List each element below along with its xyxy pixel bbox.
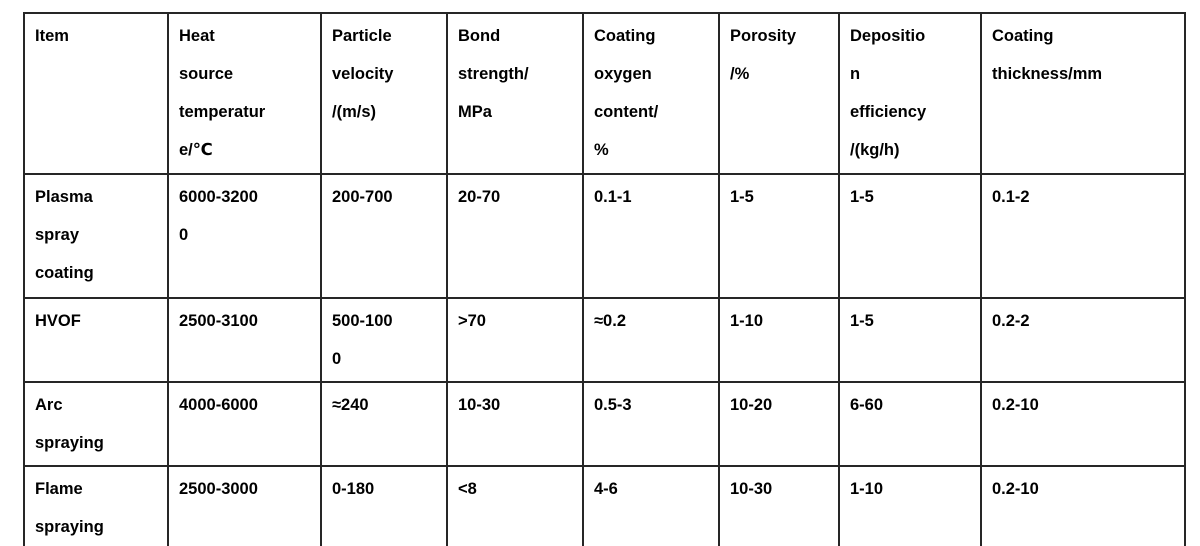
cell-deposition-efficiency: 1-5 (838, 297, 982, 383)
cell-coating-thickness: 0.2-10 (980, 465, 1186, 546)
cell-heat-source-temperature: 2500-3000 (167, 465, 322, 546)
cell-porosity: 1-10 (718, 297, 840, 383)
header-cell-heat-source-temperature: Heat source temperatur e/℃ (167, 12, 322, 175)
table-header-row: Item Heat source temperatur e/℃ Particle… (23, 12, 1186, 175)
cell-deposition-efficiency: 6-60 (838, 381, 982, 467)
cell-bond-strength: <8 (446, 465, 584, 546)
cell-coating-thickness: 0.1-2 (980, 173, 1186, 299)
cell-particle-velocity: 0-180 (320, 465, 448, 546)
cell-particle-velocity: 200-700 (320, 173, 448, 299)
cell-heat-source-temperature: 4000-6000 (167, 381, 322, 467)
cell-heat-source-temperature: 6000-3200 0 (167, 173, 322, 299)
cell-heat-source-temperature: 2500-3100 (167, 297, 322, 383)
cell-coating-thickness: 0.2-10 (980, 381, 1186, 467)
thermal-spray-comparison-table: Item Heat source temperatur e/℃ Particle… (23, 12, 1186, 546)
header-cell-coating-oxygen-content: Coating oxygen content/ % (582, 12, 720, 175)
cell-deposition-efficiency: 1-10 (838, 465, 982, 546)
header-cell-coating-thickness: Coating thickness/mm (980, 12, 1186, 175)
cell-particle-velocity: ≈240 (320, 381, 448, 467)
header-cell-particle-velocity: Particle velocity /(m/s) (320, 12, 448, 175)
header-cell-item: Item (23, 12, 169, 175)
cell-item: Plasma spray coating (23, 173, 169, 299)
cell-coating-oxygen-content: ≈0.2 (582, 297, 720, 383)
header-cell-bond-strength: Bond strength/ MPa (446, 12, 584, 175)
cell-coating-oxygen-content: 0.5-3 (582, 381, 720, 467)
cell-coating-thickness: 0.2-2 (980, 297, 1186, 383)
cell-porosity: 10-30 (718, 465, 840, 546)
table-row-hvof: HVOF 2500-3100 500-100 0 >70 ≈0.2 1-10 1… (23, 297, 1186, 383)
cell-item: Flame spraying (23, 465, 169, 546)
cell-bond-strength: 20-70 (446, 173, 584, 299)
cell-item: HVOF (23, 297, 169, 383)
cell-bond-strength: >70 (446, 297, 584, 383)
cell-coating-oxygen-content: 0.1-1 (582, 173, 720, 299)
cell-porosity: 1-5 (718, 173, 840, 299)
cell-porosity: 10-20 (718, 381, 840, 467)
cell-bond-strength: 10-30 (446, 381, 584, 467)
header-cell-deposition-efficiency: Depositio n efficiency /(kg/h) (838, 12, 982, 175)
cell-particle-velocity: 500-100 0 (320, 297, 448, 383)
header-cell-porosity: Porosity /% (718, 12, 840, 175)
cell-item: Arc spraying (23, 381, 169, 467)
table-row-arc-spraying: Arc spraying 4000-6000 ≈240 10-30 0.5-3 … (23, 381, 1186, 467)
table-row-plasma-spray-coating: Plasma spray coating 6000-3200 0 200-700… (23, 173, 1186, 299)
cell-deposition-efficiency: 1-5 (838, 173, 982, 299)
table-row-flame-spraying: Flame spraying 2500-3000 0-180 <8 4-6 10… (23, 465, 1186, 546)
cell-coating-oxygen-content: 4-6 (582, 465, 720, 546)
